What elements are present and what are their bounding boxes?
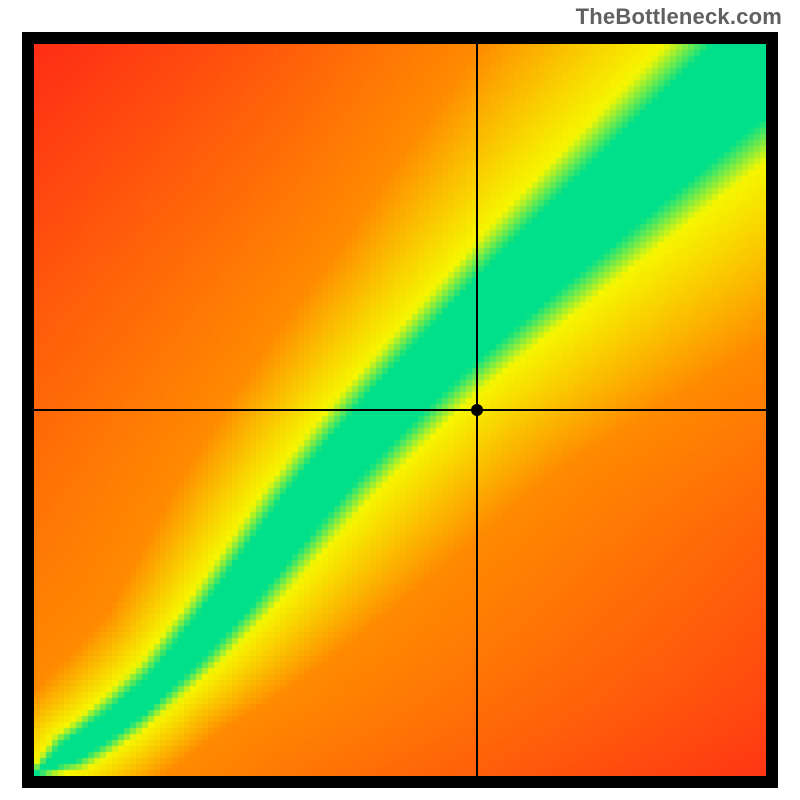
- chart-wrapper: TheBottleneck.com: [0, 0, 800, 800]
- attribution-text: TheBottleneck.com: [576, 4, 782, 30]
- crosshair-marker: [471, 404, 483, 416]
- chart-frame: [22, 32, 778, 788]
- crosshair-horizontal: [34, 409, 766, 411]
